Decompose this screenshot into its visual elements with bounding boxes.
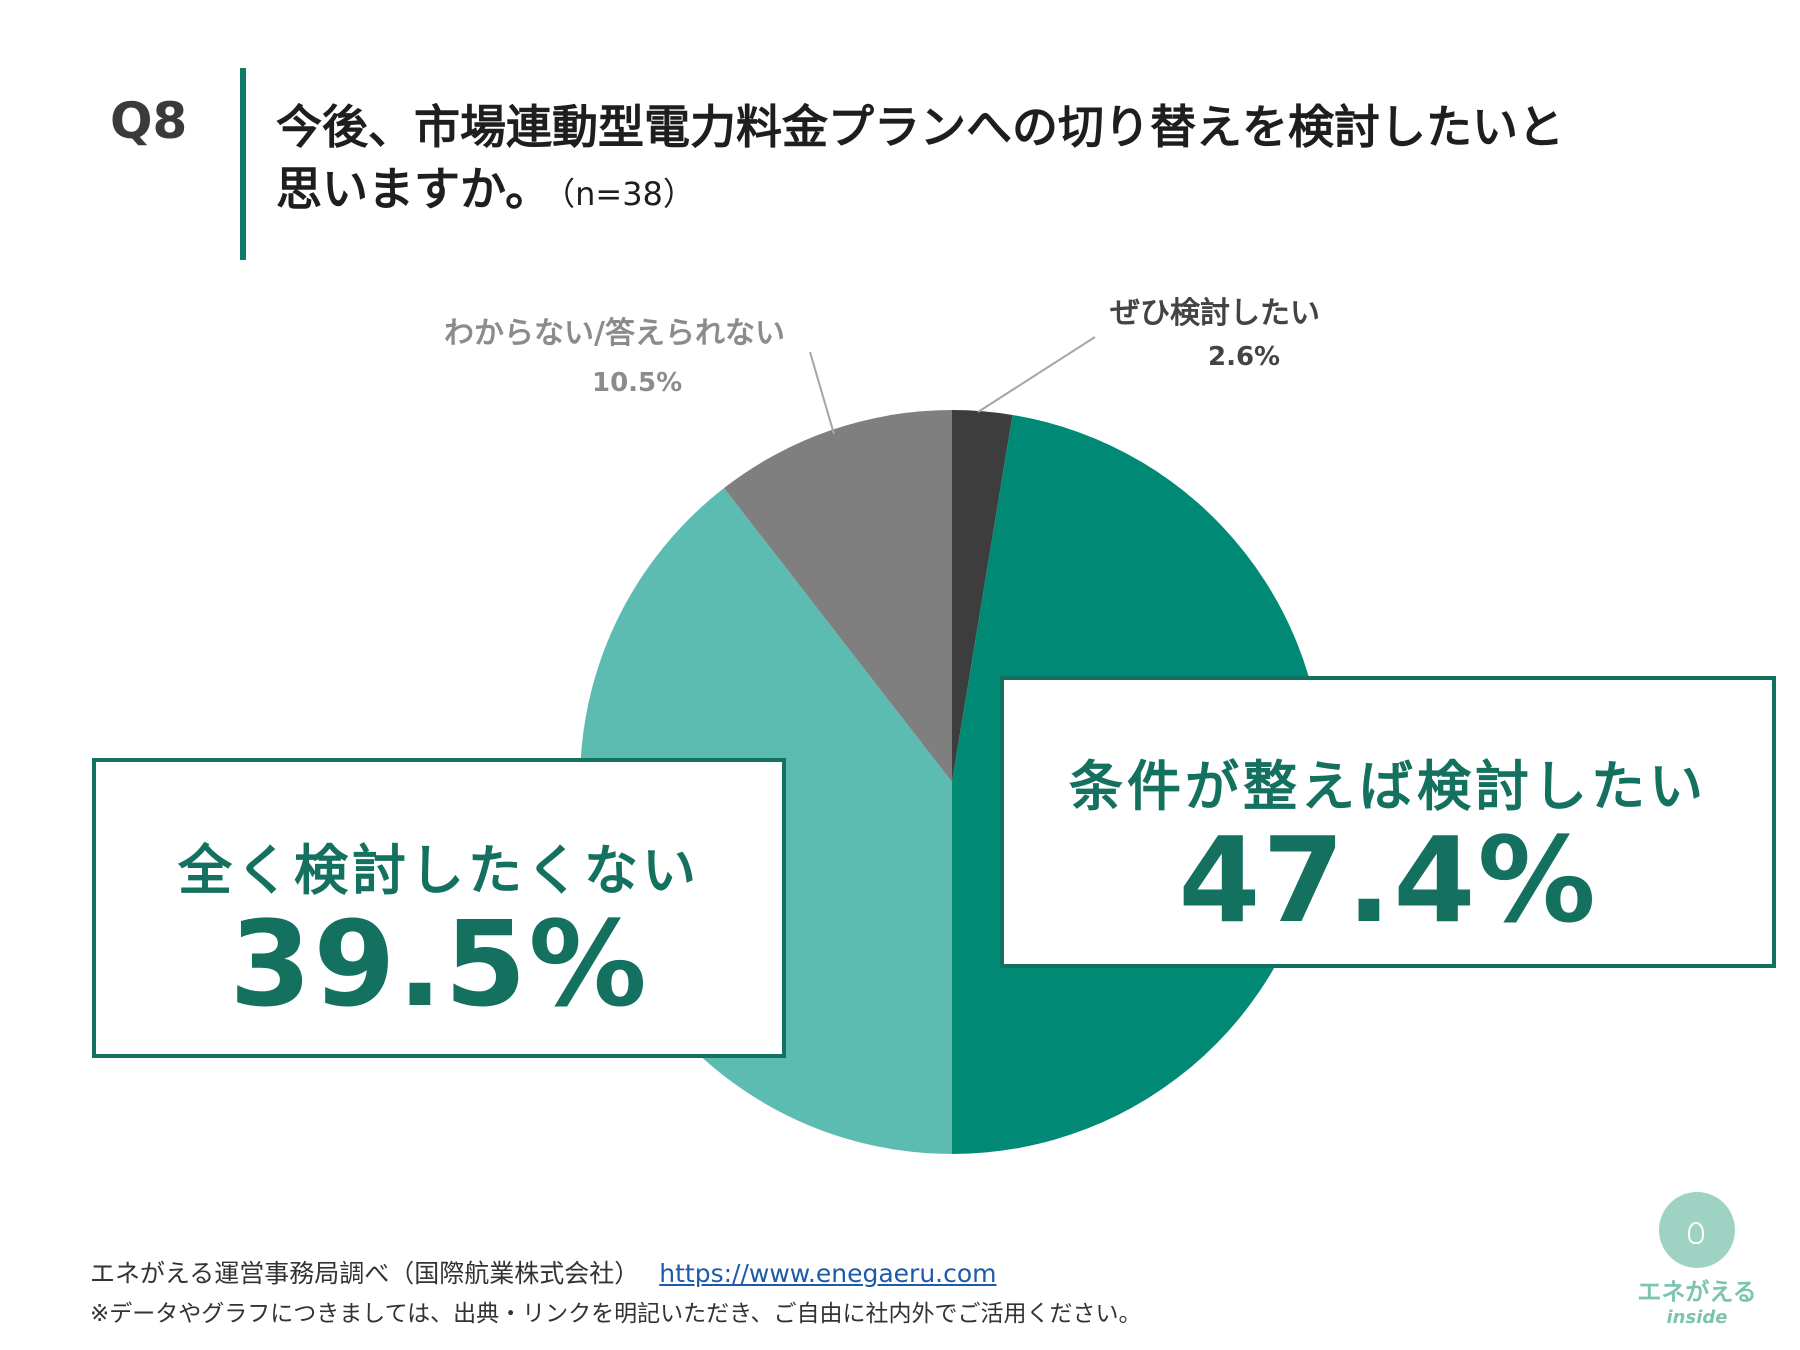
enegaeru-logo: エネがえる inside [1632,1192,1762,1332]
callout-slice-1: 条件が整えば検討したい 47.4% [1000,676,1776,968]
logo-text: エネがえる [1637,1278,1757,1306]
slice-value-1: 47.4% [1178,811,1598,949]
pie-slice-0 [952,410,1013,782]
slice-label-0: ぜひ検討したい [1110,296,1320,331]
callout-slice-2: 全く検討したくない 39.5% [92,758,786,1058]
question-text: 今後、市場連動型電力料金プランへの切り替えを検討したいと 思いますか。 （n=38… [276,96,1676,225]
pie-slice-3 [723,410,952,782]
source-text: エネがえる運営事務局調べ（国際航業株式会社） [90,1259,640,1288]
question-divider [240,68,246,260]
logo-bulb-icon [1659,1192,1735,1268]
slice-label-3: わからない/答えられない [444,316,785,351]
question-number: Q8 [110,92,188,150]
slice-value-3: 10.5% [592,368,683,398]
leader-line-slice-3 [809,351,835,435]
slice-value-0: 2.6% [1208,342,1281,372]
slice-value-2: 39.5% [229,895,649,1033]
logo-subtext: inside [1666,1307,1728,1328]
slice-label-1: 条件が整えば検討したい [1069,755,1707,818]
leader-line-slice-0 [977,336,1096,413]
usage-note: ※データやグラフにつきましては、出典・リンクを明記いただき、ご自由に社内外でご活… [90,1301,1142,1327]
question-line1: 今後、市場連動型電力料金プランへの切り替えを検討したいと [276,100,1564,154]
source-note: エネがえる運営事務局調べ（国際航業株式会社） https://www.enegae… [90,1254,997,1290]
question-line2: 思いますか。 [276,162,552,216]
source-link[interactable]: https://www.enegaeru.com [659,1259,997,1288]
sample-size: （n=38） [559,175,695,213]
slice-label-2: 全く検討したくない [178,839,700,902]
